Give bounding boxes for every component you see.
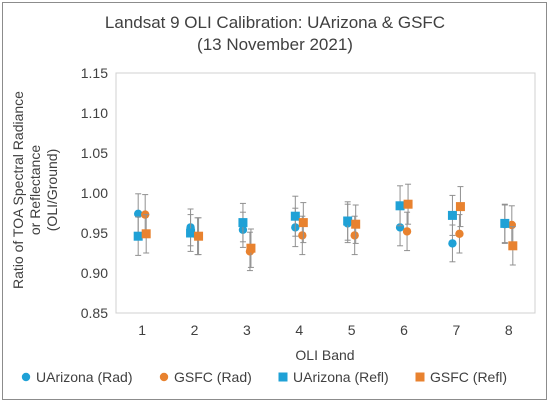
chart-title-line-2: (13 November 2021) xyxy=(197,35,353,54)
legend-marker xyxy=(278,372,288,382)
data-point xyxy=(133,231,143,241)
data-point xyxy=(194,231,204,241)
data-point xyxy=(141,229,151,239)
legend-label: UArizona (Rad) xyxy=(36,369,132,385)
legend-label: GSFC (Refl) xyxy=(430,369,507,385)
y-tick-label: 1.10 xyxy=(81,105,108,121)
data-point xyxy=(133,209,143,218)
legend: UArizona (Rad) GSFC (Rad) UArizona (Refl) G… xyxy=(21,369,507,385)
x-tick-label: 6 xyxy=(400,322,408,338)
data-point xyxy=(455,229,464,238)
x-tick-label: 8 xyxy=(505,322,513,338)
y-tick-label: 0.90 xyxy=(81,265,108,281)
y-axis-label-line-2: or Reflectance xyxy=(27,145,43,235)
data-point xyxy=(238,218,248,228)
data-point xyxy=(403,199,413,209)
y-tick-label: 1.00 xyxy=(81,185,108,201)
y-axis-label-line-3: (OLI/Ground) xyxy=(44,149,60,231)
plot-area xyxy=(115,72,536,314)
data-point xyxy=(447,210,457,220)
data-marks xyxy=(133,183,518,272)
data-point xyxy=(298,231,307,240)
data-point xyxy=(395,223,405,232)
data-point xyxy=(186,228,196,238)
data-point xyxy=(350,231,359,240)
x-tick-label: 3 xyxy=(243,322,251,338)
y-axis-label: Ratio of TOA Spectral Radiance or Reflec… xyxy=(10,91,60,289)
x-tick-label: 2 xyxy=(191,322,199,338)
chart-title-line-1: Landsat 9 OLI Calibration: UArizona & GS… xyxy=(105,13,445,32)
data-point xyxy=(402,227,412,236)
data-point xyxy=(500,218,510,228)
y-tick-labels: 0.85 0.90 0.95 1.00 1.05 1.10 1.15 xyxy=(81,65,108,321)
x-tick-label: 4 xyxy=(295,322,303,338)
x-tick-label: 7 xyxy=(453,322,461,338)
legend-label: UArizona (Refl) xyxy=(293,369,389,385)
data-point xyxy=(351,219,361,229)
x-tick-labels: 1 2 3 4 5 6 7 8 xyxy=(138,322,513,338)
legend-marker xyxy=(159,372,169,382)
data-point xyxy=(455,202,465,212)
data-point xyxy=(290,211,300,221)
data-point xyxy=(343,216,353,226)
legend-marker xyxy=(21,372,31,382)
y-tick-label: 0.85 xyxy=(81,305,108,321)
chart-frame xyxy=(2,2,547,400)
data-point xyxy=(508,241,518,251)
y-tick-label: 0.95 xyxy=(81,225,108,241)
x-tick-label: 5 xyxy=(348,322,356,338)
data-point xyxy=(395,201,405,211)
x-tick-label: 1 xyxy=(138,322,146,338)
y-axis-label-line-1: Ratio of TOA Spectral Radiance xyxy=(10,91,26,289)
data-point xyxy=(298,218,308,228)
x-axis-label: OLI Band xyxy=(295,347,354,363)
data-point xyxy=(448,239,457,248)
data-point xyxy=(246,243,256,253)
legend-label: GSFC (Rad) xyxy=(174,369,252,385)
y-tick-label: 1.15 xyxy=(81,65,108,81)
y-tick-label: 1.05 xyxy=(81,145,108,161)
legend-marker xyxy=(415,372,425,382)
